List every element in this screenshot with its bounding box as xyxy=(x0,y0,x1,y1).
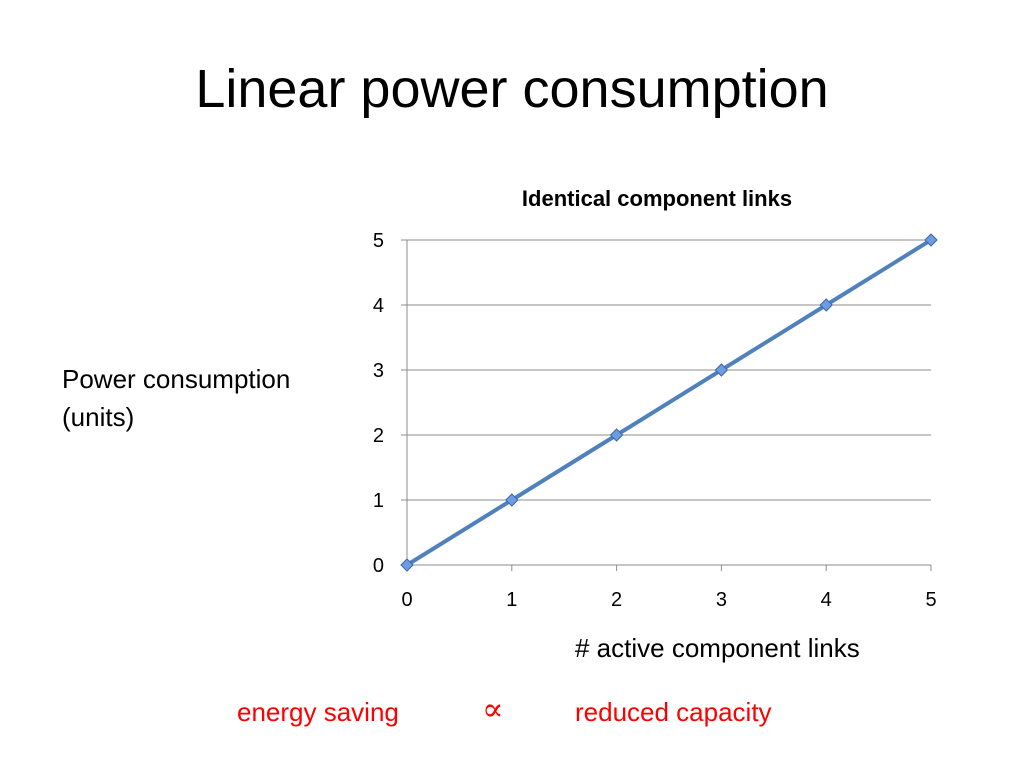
energy-saving-text: energy saving xyxy=(237,697,399,727)
x-axis-label: # active component links xyxy=(575,633,860,663)
y-tick-label-1: 1 xyxy=(373,490,384,512)
proportional-symbol: ∝ xyxy=(482,690,504,728)
x-tick-label-2: 2 xyxy=(611,589,622,611)
series-line-0 xyxy=(405,238,933,567)
y-tick-label-5: 5 xyxy=(373,230,384,252)
data-point-0-2 xyxy=(609,428,624,442)
y-tick-label-4: 4 xyxy=(373,295,384,317)
chart-title: Identical component links xyxy=(521,186,793,211)
x-tick-label-1: 1 xyxy=(506,589,517,611)
y-axis-label-line-2: (units) xyxy=(62,402,135,432)
x-tick-label-0: 0 xyxy=(401,589,412,611)
data-point-0-4 xyxy=(819,298,833,312)
y-tick-label-2: 2 xyxy=(373,425,384,447)
x-tick-label-4: 4 xyxy=(821,589,832,611)
data-point-0-0 xyxy=(400,558,414,572)
data-point-0-1 xyxy=(505,493,519,507)
data-point-0-5 xyxy=(924,233,938,247)
x-tick-label-3: 3 xyxy=(716,589,727,611)
x-tick-label-5: 5 xyxy=(925,589,936,611)
y-axis-label-line-1: Power consumption xyxy=(62,364,291,394)
y-tick-label-0: 0 xyxy=(373,555,384,577)
y-tick-label-3: 3 xyxy=(373,360,384,382)
y-axis-label: Power consumption (units) xyxy=(62,360,290,436)
slide-title: Linear power consumption xyxy=(195,59,829,119)
data-point-0-3 xyxy=(714,363,729,377)
reduced-capacity-text: reduced capacity xyxy=(575,697,772,727)
